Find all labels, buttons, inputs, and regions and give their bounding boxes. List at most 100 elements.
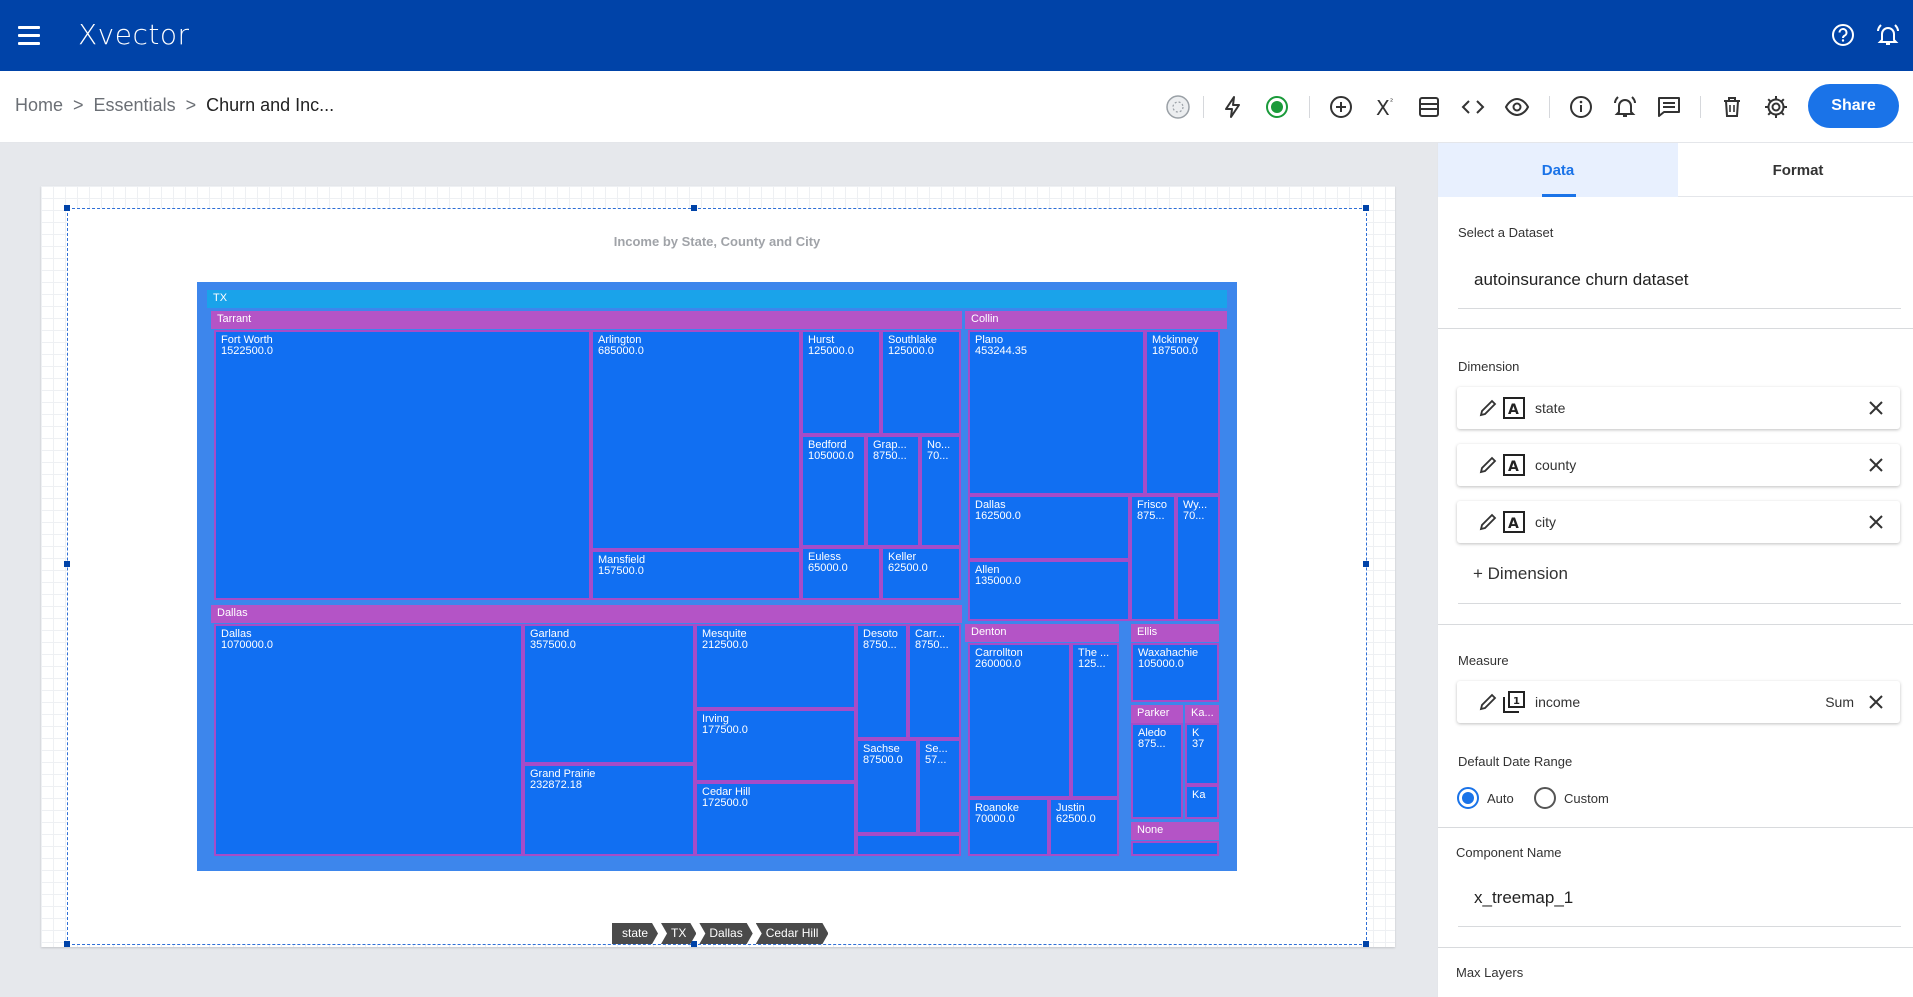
treemap-cell[interactable]: Roanoke 70000.0: [968, 798, 1049, 856]
treemap-cell[interactable]: Allen 135000.0: [968, 560, 1130, 621]
alert-bell-icon[interactable]: [1612, 94, 1638, 120]
remove-close-icon[interactable]: [1865, 691, 1887, 713]
help-icon[interactable]: [1830, 22, 1856, 48]
tab-format[interactable]: Format: [1772, 161, 1824, 179]
resize-handle[interactable]: [691, 941, 697, 947]
treemap-cell[interactable]: Plano 453244.35: [968, 330, 1145, 495]
remove-close-icon[interactable]: [1865, 511, 1887, 533]
treemap-cell[interactable]: Euless 65000.0: [801, 547, 881, 600]
treemap-cell[interactable]: K 37: [1185, 723, 1219, 785]
remove-close-icon[interactable]: [1865, 397, 1887, 419]
drill-path-segment[interactable]: TX: [661, 923, 696, 944]
treemap-cell[interactable]: Desoto 8750...: [856, 624, 908, 739]
treemap-chart[interactable]: TX Tarrant Collin Dallas Denton Ellis Pa…: [197, 282, 1237, 871]
resize-handle[interactable]: [1363, 561, 1369, 567]
code-icon[interactable]: [1460, 94, 1486, 120]
treemap-county-band[interactable]: Parker: [1131, 705, 1183, 723]
delete-trash-icon[interactable]: [1719, 94, 1745, 120]
radio-custom-label[interactable]: Custom: [1564, 791, 1609, 806]
resize-handle[interactable]: [1363, 941, 1369, 947]
preview-eye-icon[interactable]: [1504, 94, 1530, 120]
treemap-cell[interactable]: Keller 62500.0: [881, 547, 961, 600]
breadcrumb-essentials[interactable]: Essentials: [93, 95, 176, 115]
treemap-cell[interactable]: Se... 57...: [918, 739, 961, 834]
treemap-cell[interactable]: Cedar Hill 172500.0: [695, 782, 856, 856]
treemap-county-band[interactable]: Ka...: [1185, 705, 1219, 723]
radio-auto[interactable]: [1457, 787, 1479, 809]
share-button[interactable]: Share: [1808, 84, 1899, 128]
dimension-chip-county[interactable]: A county: [1457, 444, 1900, 486]
resize-handle[interactable]: [64, 205, 70, 211]
treemap-cell[interactable]: Carrollton 260000.0: [968, 643, 1071, 798]
dimension-chip-city[interactable]: A city: [1457, 501, 1900, 543]
resize-handle[interactable]: [691, 205, 697, 211]
treemap-cell[interactable]: The ... 125...: [1071, 643, 1119, 798]
layout-icon[interactable]: [1416, 94, 1442, 120]
resize-handle[interactable]: [64, 941, 70, 947]
treemap-cell[interactable]: [856, 834, 961, 856]
treemap-cell[interactable]: Dallas 1070000.0: [214, 624, 523, 856]
treemap-cell[interactable]: Justin 62500.0: [1049, 798, 1119, 856]
drill-path-segment[interactable]: Cedar Hill: [756, 923, 829, 944]
live-status-icon[interactable]: [1264, 94, 1290, 120]
treemap-county-band[interactable]: None: [1131, 822, 1219, 840]
treemap-county-band[interactable]: Collin: [965, 311, 1227, 329]
treemap-cell[interactable]: Grap... 8750...: [866, 435, 920, 547]
radio-auto-label[interactable]: Auto: [1487, 791, 1514, 806]
drill-path-segment[interactable]: state: [612, 923, 658, 944]
add-component-icon[interactable]: [1328, 94, 1354, 120]
treemap-county-band[interactable]: Dallas: [211, 605, 962, 623]
treemap-cell[interactable]: Waxahachie 105000.0: [1131, 643, 1219, 702]
dimension-chip-state[interactable]: A state: [1457, 387, 1900, 429]
edit-pencil-icon[interactable]: [1477, 397, 1499, 419]
treemap-cell[interactable]: Aledo 875...: [1131, 723, 1183, 819]
treemap-cell[interactable]: Ka: [1185, 785, 1219, 819]
tab-data[interactable]: Data: [1438, 143, 1678, 197]
treemap-cell[interactable]: No... 70...: [920, 435, 961, 547]
treemap-cell[interactable]: Bedford 105000.0: [801, 435, 866, 547]
treemap-cell[interactable]: Sachse 87500.0: [856, 739, 918, 834]
resize-handle[interactable]: [64, 561, 70, 567]
hamburger-menu-icon[interactable]: [16, 23, 42, 49]
treemap-cell[interactable]: Hurst 125000.0: [801, 330, 881, 435]
treemap-cell[interactable]: Wy... 70...: [1176, 495, 1220, 621]
radio-custom[interactable]: [1534, 787, 1556, 809]
resize-handle[interactable]: [1363, 205, 1369, 211]
measure-chip-income[interactable]: 1 income Sum: [1457, 681, 1900, 723]
treemap-cell[interactable]: Southlake 125000.0: [881, 330, 961, 435]
notification-bell-icon[interactable]: [1875, 22, 1901, 48]
measure-aggregation[interactable]: Sum: [1825, 694, 1854, 710]
breadcrumb-home[interactable]: Home: [15, 95, 64, 115]
treemap-cell[interactable]: Mesquite 212500.0: [695, 624, 856, 709]
info-icon[interactable]: [1568, 94, 1594, 120]
treemap-cell[interactable]: Arlington 685000.0: [591, 330, 801, 550]
treemap-cell[interactable]: [1131, 841, 1219, 856]
treemap-cell[interactable]: Carr... 8750...: [908, 624, 961, 739]
status-indicator-icon[interactable]: [1165, 94, 1191, 120]
drill-path-segment[interactable]: Dallas: [699, 923, 752, 944]
settings-gear-icon[interactable]: [1763, 94, 1789, 120]
remove-close-icon[interactable]: [1865, 454, 1887, 476]
treemap-cell[interactable]: Fort Worth 1522500.0: [214, 330, 591, 600]
treemap-cell[interactable]: Mckinney 187500.0: [1145, 330, 1220, 495]
treemap-cell[interactable]: Garland 357500.0: [523, 624, 695, 764]
treemap-cell[interactable]: Frisco 875...: [1130, 495, 1176, 621]
treemap-cell[interactable]: Irving 177500.0: [695, 709, 856, 782]
dataset-select[interactable]: autoinsurance churn dataset: [1474, 270, 1689, 289]
add-dimension-button[interactable]: + Dimension: [1473, 564, 1568, 583]
treemap-cell[interactable]: Dallas 162500.0: [968, 495, 1130, 560]
edit-pencil-icon[interactable]: [1477, 454, 1499, 476]
edit-pencil-icon[interactable]: [1477, 691, 1499, 713]
lightning-icon[interactable]: [1220, 94, 1246, 120]
component-name-input[interactable]: x_treemap_1: [1474, 888, 1574, 907]
treemap-cell[interactable]: Mansfield 157500.0: [591, 550, 801, 600]
treemap-county-band[interactable]: Ellis: [1131, 624, 1219, 642]
edit-pencil-icon[interactable]: [1477, 511, 1499, 533]
treemap-county-band[interactable]: Tarrant: [211, 311, 962, 329]
treemap-cell[interactable]: Grand Prairie 232872.18: [523, 764, 695, 856]
treemap-county-band[interactable]: Denton: [965, 624, 1119, 642]
app-logo[interactable]: Xvector: [78, 18, 190, 51]
treemap-state-band[interactable]: TX: [207, 290, 1227, 308]
comment-icon[interactable]: [1656, 94, 1682, 120]
